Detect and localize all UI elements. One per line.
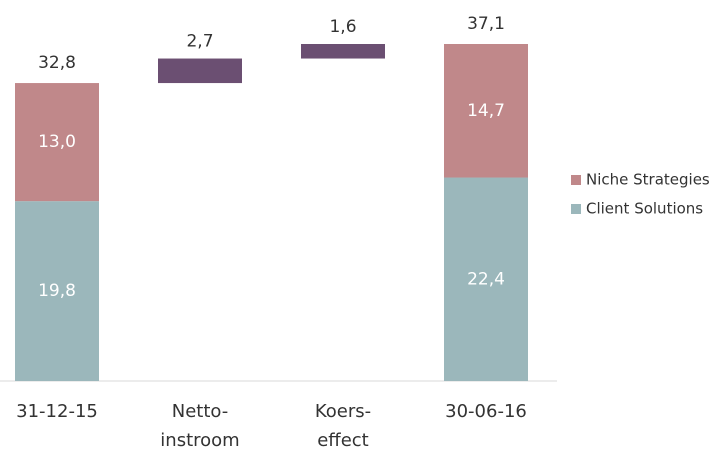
bar-segment (15, 201, 99, 381)
total-label: 37,1 (467, 14, 505, 34)
legend-label: Niche Strategies (586, 171, 710, 189)
x-tick-label: 30-06-16 (445, 401, 527, 422)
x-tick-label: 31-12-15 (16, 401, 98, 422)
legend-swatch (571, 175, 581, 185)
x-tick-label: instroom (160, 430, 239, 451)
delta-bar (301, 44, 385, 59)
value-label: 19,8 (38, 281, 76, 301)
delta-bar (158, 58, 242, 84)
x-tick-label: effect (317, 430, 369, 451)
legend-swatch (571, 204, 581, 214)
value-label: 14,7 (467, 101, 505, 121)
delta-label: 1,6 (329, 17, 356, 37)
value-label: 22,4 (467, 269, 505, 289)
bar-segment (444, 177, 528, 381)
x-tick-label: Koers- (315, 401, 371, 422)
x-tick-label: Netto- (172, 401, 229, 422)
total-label: 32,8 (38, 53, 76, 73)
bar-segment (15, 83, 99, 202)
legend-label: Client Solutions (586, 200, 703, 218)
bar-segment (444, 44, 528, 178)
delta-label: 2,7 (186, 32, 213, 52)
value-label: 13,0 (38, 132, 76, 152)
